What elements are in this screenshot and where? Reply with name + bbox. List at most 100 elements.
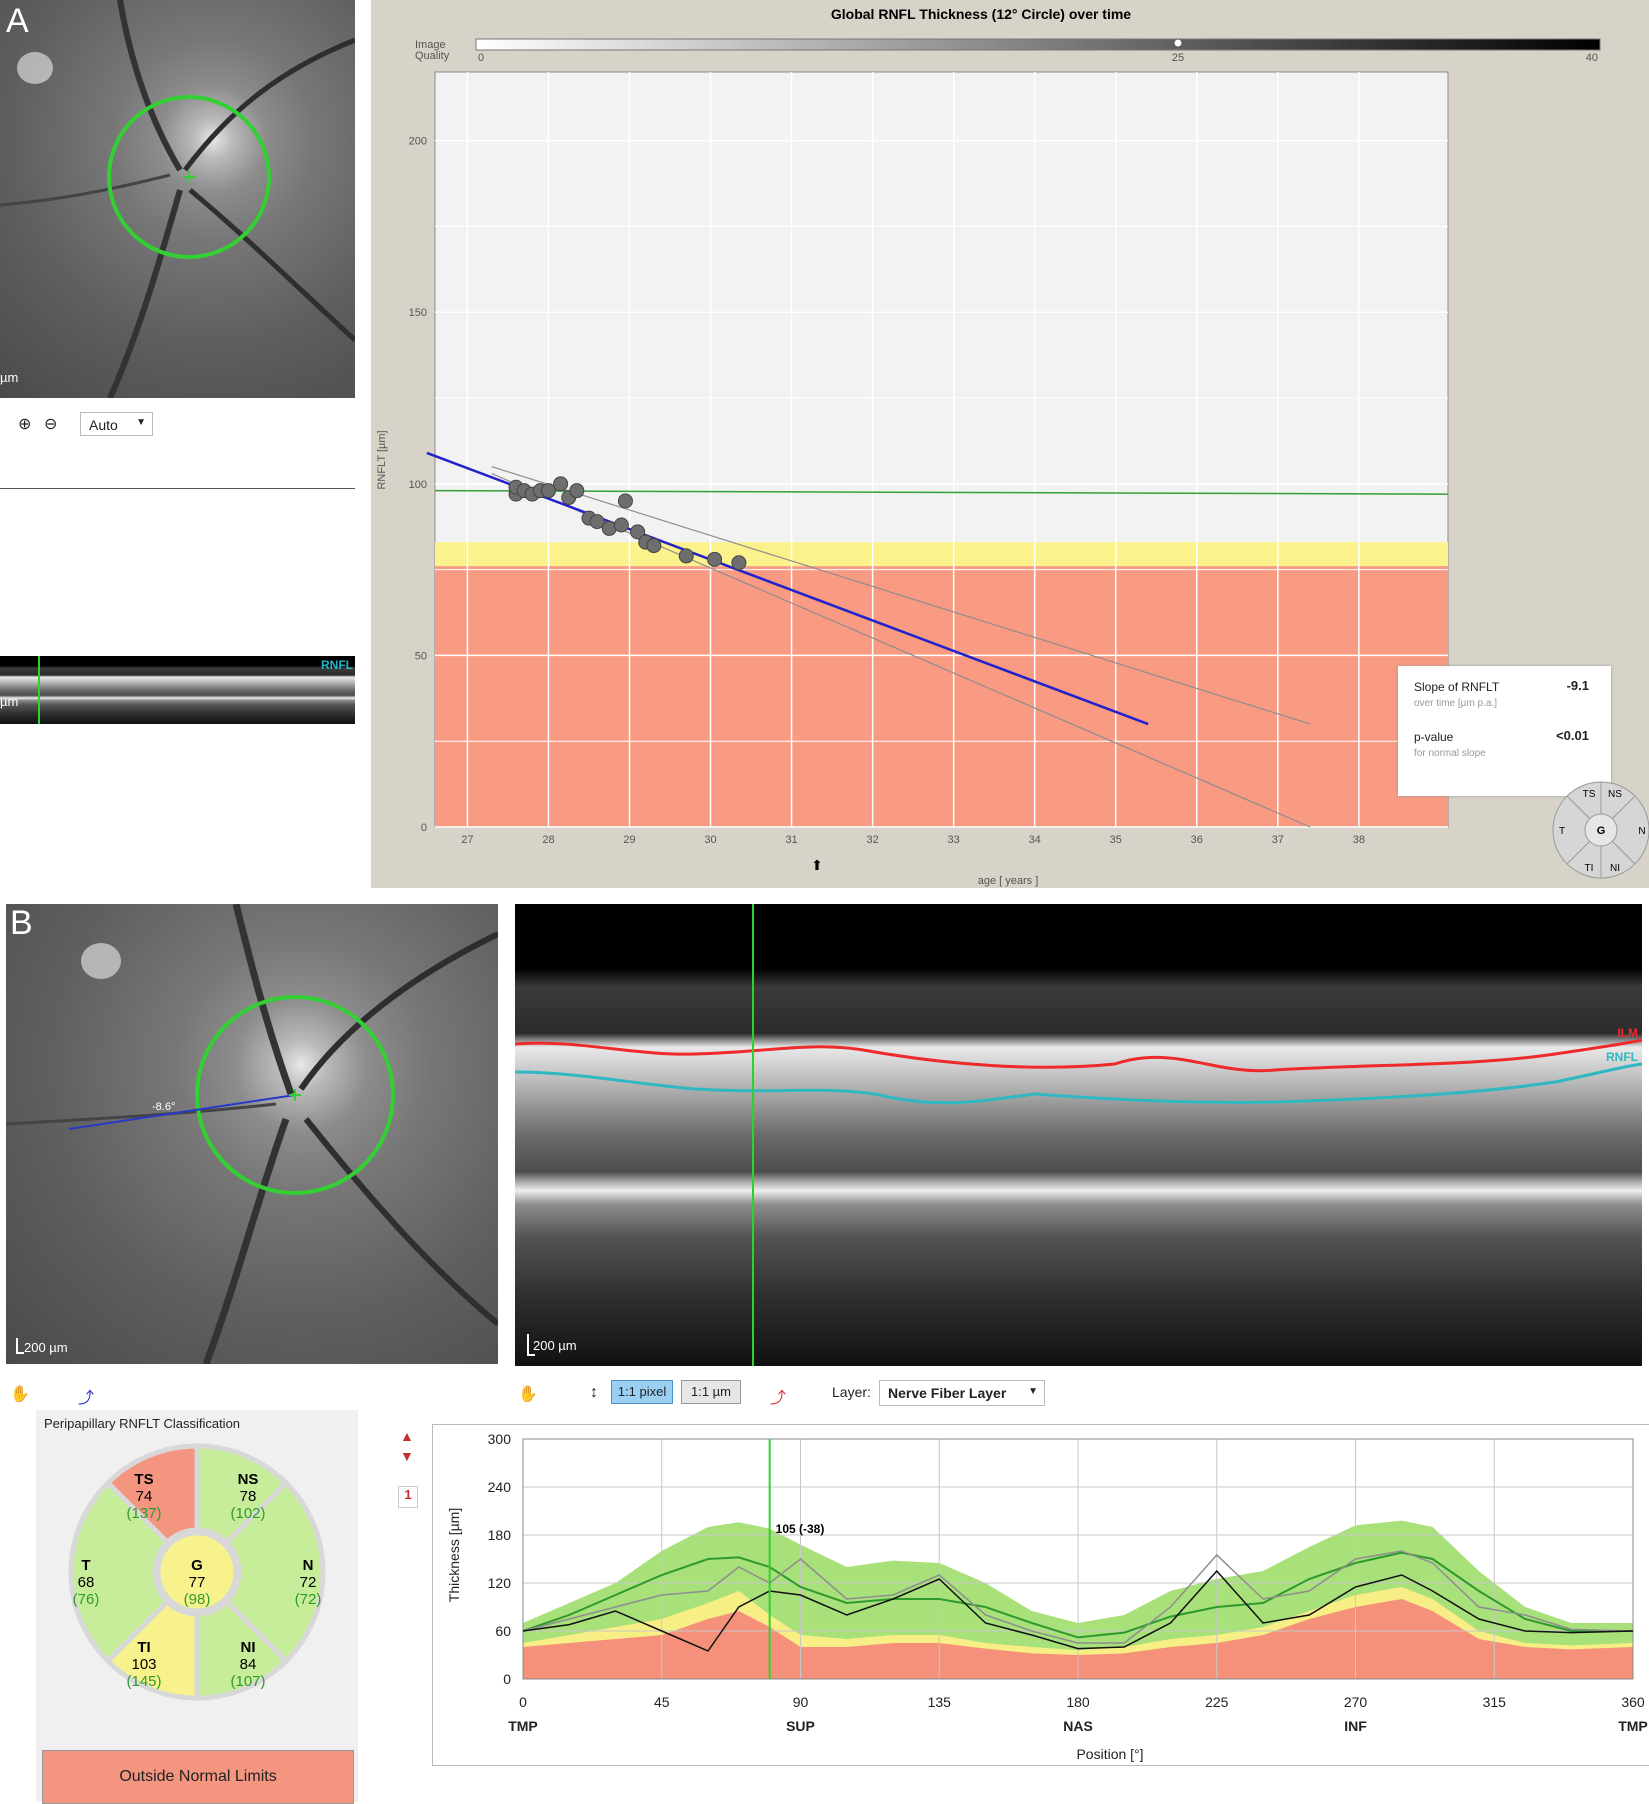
fit-height-icon[interactable]: ↕	[590, 1384, 598, 1401]
rnfl-tag: RNFL	[1606, 1050, 1638, 1064]
rnflt-classification-panel: Peripapillary RNFLT Classification TS 74(…	[36, 1410, 358, 1804]
profile-xlabel: Position [°]	[1076, 1746, 1143, 1762]
bscan-thumbnail-a[interactable]: RNFL µm	[0, 656, 355, 724]
sector-label-ni: NI	[241, 1639, 256, 1656]
trend-chart[interactable]: Global RNFL Thickness (12° Circle) over …	[371, 0, 1649, 888]
slope-value: -9.1	[1566, 678, 1589, 693]
layer-edit-icon[interactable]: ⤴	[770, 1390, 787, 1407]
sector-normal-ns: (102)	[230, 1505, 265, 1522]
trend-x-tick: 30	[704, 834, 716, 846]
data-point	[646, 538, 662, 554]
trend-y-tick: 150	[409, 307, 427, 319]
current-scan-line	[522, 1569, 1634, 1652]
zoom-select[interactable]: Auto ▼	[80, 412, 153, 436]
data-point	[589, 514, 605, 530]
scale-bar-bscan-foot	[527, 1354, 535, 1356]
profile-region-label: TMP	[1618, 1718, 1648, 1734]
trend-ylabel: RNFLT [µm]	[376, 430, 388, 489]
trend-plot-area: 27 28 29 30 31 32 33 34 35 36 37 38 0 50 100 150 200	[409, 71, 1449, 846]
data-point	[613, 517, 629, 533]
thickness-profile-chart[interactable]: Thickness [µm] Position [°] 0 60 120 180 240…	[433, 1425, 1649, 1765]
oct-bscan-b[interactable]: ILM RNFL 200 µm	[515, 904, 1642, 1366]
profile-region-label: INF	[1344, 1718, 1367, 1734]
profile-region-label: TMP	[508, 1718, 538, 1734]
panel-b: -8.6° B 200 µm ILM RNFL 200 µm ✋ ⤴ ✋ ↕ 1…	[0, 900, 1649, 1804]
pvalue-value: <0.01	[1556, 728, 1589, 743]
zoom-out-icon[interactable]: ⊖	[44, 416, 58, 433]
rnfl-line	[515, 1062, 1642, 1105]
trend-x-tick: 33	[948, 834, 960, 846]
sector-label-g: G	[191, 1557, 203, 1574]
arrow-down-icon[interactable]: ▼	[400, 1448, 414, 1464]
profile-y-tick: 0	[503, 1671, 511, 1687]
trend-x-tick: 38	[1353, 834, 1365, 846]
scale-bar-b-foot	[16, 1352, 24, 1354]
sector-value-ti: 103	[131, 1656, 156, 1673]
sector-value-t: 68	[78, 1574, 95, 1591]
compass-ni[interactable]: NI	[1610, 863, 1620, 874]
compass-t[interactable]: T	[1559, 826, 1565, 837]
sector-value-ns: 78	[240, 1488, 257, 1505]
confidence-lower	[491, 472, 1311, 828]
data-point	[707, 551, 723, 567]
layer-select[interactable]: Nerve Fiber Layer ▼	[879, 1380, 1045, 1406]
hand-tool-icon[interactable]: ✋	[10, 1386, 30, 1403]
bscan-scale-label-a: µm	[0, 694, 19, 709]
profile-x-tick: 225	[1205, 1694, 1229, 1710]
layer-label: Layer:	[832, 1384, 871, 1400]
data-point	[731, 555, 747, 571]
compass-n[interactable]: N	[1638, 826, 1645, 837]
sector-normal-ts: (137)	[126, 1505, 161, 1522]
compass-ti[interactable]: TI	[1585, 863, 1594, 874]
scan-angle-label: -8.6°	[152, 1101, 175, 1113]
trend-y-tick: 0	[421, 822, 427, 834]
trend-chart-title: Global RNFL Thickness (12° Circle) over …	[831, 6, 1131, 22]
sector-value-ni: 84	[240, 1656, 257, 1673]
bscan-hand-tool-icon[interactable]: ✋	[518, 1386, 538, 1403]
compass-g[interactable]: G	[1597, 825, 1606, 837]
scale-bar-bscan	[527, 1334, 529, 1356]
sector-compass[interactable]: TS NS T N TI NI G	[1551, 780, 1649, 880]
classification-title: Peripapillary RNFLT Classification	[44, 1416, 241, 1431]
fundus-image-a[interactable]: A µm	[0, 0, 355, 398]
profile-region-label: NAS	[1063, 1718, 1093, 1734]
sector-label-ti: TI	[137, 1639, 150, 1656]
slope-sub-label: over time [µm p.a.]	[1414, 698, 1498, 709]
compass-ns[interactable]: NS	[1608, 789, 1622, 800]
thickness-profile-panel: Thickness [µm] Position [°] 0 60 120 180 240…	[432, 1424, 1649, 1766]
profile-x-tick: 270	[1344, 1694, 1368, 1710]
zoom-in-icon[interactable]: ⊕	[18, 416, 32, 433]
regression-line	[426, 451, 1149, 726]
sector-label-ts: TS	[134, 1471, 153, 1488]
panel-label-b: B	[10, 904, 33, 942]
sector-g	[155, 1530, 239, 1614]
band-outside	[435, 566, 1448, 827]
trend-x-tick: 27	[461, 834, 473, 846]
scale-1to1-pixel-button[interactable]: 1:1 pixel	[611, 1380, 673, 1404]
zoom-select-value: Auto	[89, 417, 118, 433]
scale-1to1-um-button[interactable]: 1:1 µm	[681, 1380, 741, 1404]
trend-x-tick: 28	[542, 834, 554, 846]
trend-y-tick: 200	[409, 136, 427, 148]
slope-label: Slope of RNFLT	[1414, 680, 1500, 694]
profile-frame	[522, 1438, 1634, 1680]
measure-tool-icon[interactable]: ⤴	[78, 1390, 95, 1407]
arrow-up-icon[interactable]: ▲	[400, 1428, 414, 1444]
sector-normal-ti: (145)	[126, 1673, 161, 1690]
fundus-toolbar-a: ⊕ ⊖ Auto ▼	[0, 400, 355, 489]
fundus-image-b[interactable]: -8.6° B 200 µm	[6, 904, 498, 1364]
fundus-scale-label-b: 200 µm	[24, 1340, 68, 1355]
sector-label-ns: NS	[238, 1471, 259, 1488]
sector-value-n: 72	[300, 1574, 317, 1591]
normal-mean-line	[522, 1551, 1633, 1639]
scan-circle-a	[107, 95, 271, 259]
page-indicator[interactable]: 1	[398, 1486, 418, 1508]
profile-x-tick: 0	[519, 1694, 527, 1710]
trend-x-tick: 35	[1110, 834, 1122, 846]
compass-ts[interactable]: TS	[1583, 789, 1596, 800]
bscan-cursor-a[interactable]	[38, 656, 40, 724]
sector-value-ts: 74	[136, 1488, 153, 1505]
trend-x-tick: 32	[866, 834, 878, 846]
data-point	[540, 483, 556, 499]
scan-angle-line	[68, 1094, 296, 1130]
